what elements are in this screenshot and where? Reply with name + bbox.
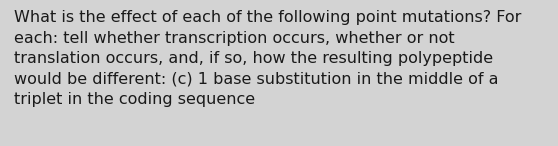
Text: What is the effect of each of the following point mutations? For
each: tell whet: What is the effect of each of the follow… [14,10,521,107]
